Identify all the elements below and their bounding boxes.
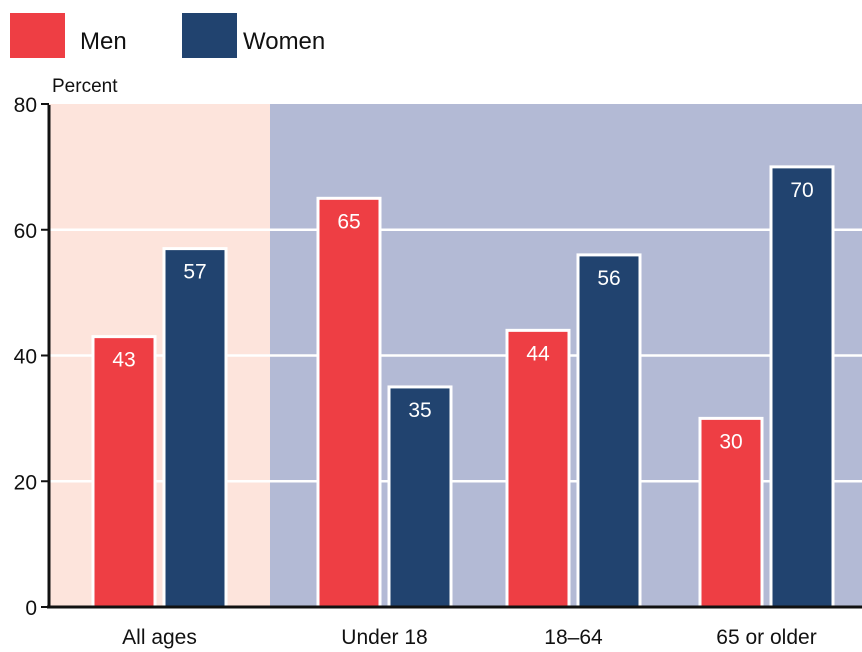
- y-tick-label-0: 0: [25, 597, 37, 620]
- bar-label-men-3: 30: [719, 430, 742, 453]
- category-label-0: All ages: [122, 626, 197, 649]
- y-tick-label-20: 20: [14, 471, 37, 494]
- legend-label-women: Women: [243, 28, 325, 55]
- bar-label-women-3: 70: [790, 179, 813, 202]
- bar-label-men-1: 65: [337, 210, 360, 233]
- category-label-1: Under 18: [341, 626, 427, 649]
- bar-label-women-0: 57: [183, 261, 206, 284]
- bar-label-men-2: 44: [526, 342, 550, 365]
- bar-men-2: [505, 328, 571, 609]
- category-label-2: 18–64: [544, 626, 603, 649]
- y-tick-label-60: 60: [14, 220, 37, 243]
- legend-swatch-men: [10, 13, 65, 58]
- bar-women-0: [162, 247, 228, 609]
- category-label-3: 65 or older: [716, 626, 816, 649]
- bar-men-1: [316, 196, 382, 609]
- bar-women-3: [769, 165, 835, 609]
- bar-label-women-2: 56: [597, 267, 620, 290]
- y-tick-label-80: 80: [14, 94, 37, 117]
- bar-label-men-0: 43: [112, 349, 135, 372]
- y-tick-label-40: 40: [14, 346, 37, 369]
- y-axis-label: Percent: [52, 76, 118, 97]
- legend-swatch-women: [182, 13, 237, 58]
- bar-women-1: [387, 385, 453, 609]
- bar-label-women-1: 35: [408, 399, 431, 422]
- bar-men-0: [91, 335, 157, 609]
- bar-women-2: [576, 253, 642, 609]
- legend-label-men: Men: [80, 28, 127, 55]
